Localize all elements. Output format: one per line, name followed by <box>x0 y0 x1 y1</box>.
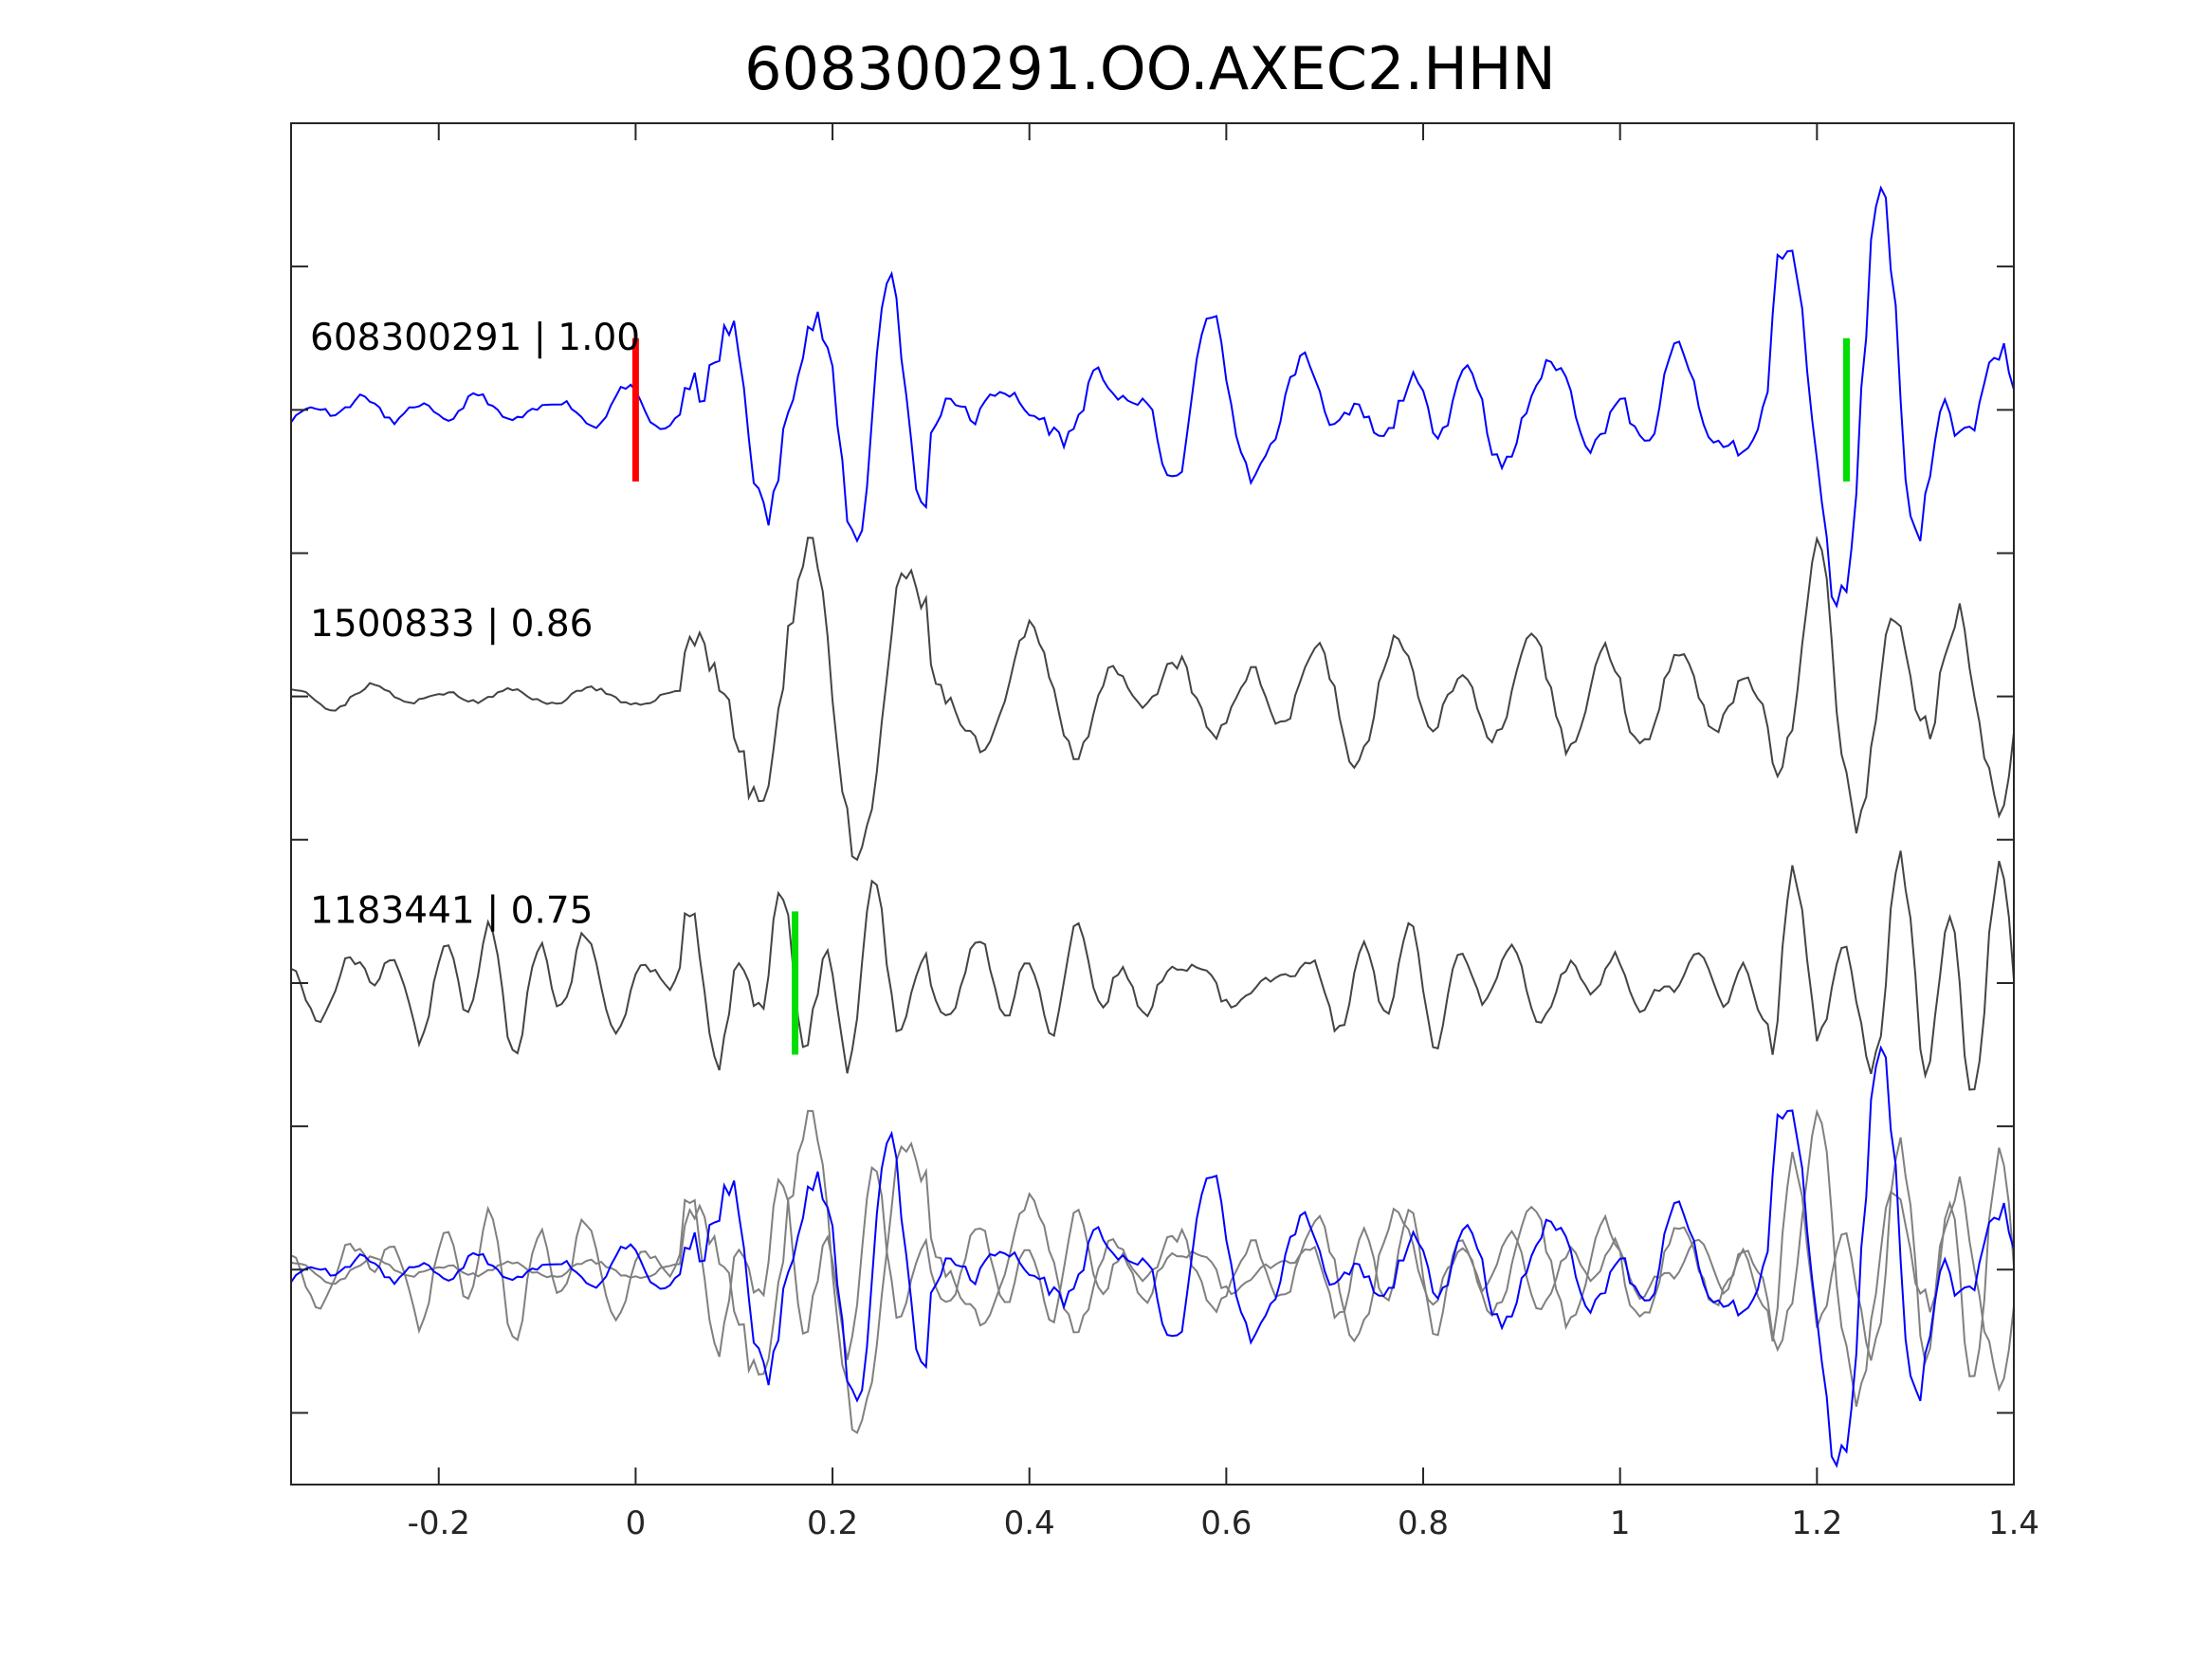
axes: -0.2 0 0.2 0.4 0.6 0.8 1 1.2 1.4 <box>290 122 2039 1542</box>
trace-label: 1500833 | 0.86 <box>310 603 593 646</box>
trace-label: 608300291 | 1.00 <box>310 317 640 359</box>
trace-608300291 <box>290 185 2015 609</box>
trace-label: 1183441 | 0.75 <box>310 889 593 932</box>
x-tick-label: 0.8 <box>1398 1504 1449 1542</box>
x-tick-label: 0.4 <box>1004 1504 1055 1542</box>
overlay-trace-1183441 <box>290 1137 2015 1377</box>
x-tick-label: 1.2 <box>1791 1504 1842 1542</box>
chart-title: 608300291.OO.AXEC2.HHN <box>744 34 1556 103</box>
x-tick-label: 1.4 <box>1988 1504 2039 1542</box>
x-tick-label: 0.6 <box>1200 1504 1252 1542</box>
trace-1500833 <box>290 535 2015 862</box>
plot-frame <box>290 122 2015 1486</box>
x-tick-label: -0.2 <box>408 1504 470 1542</box>
overlay-trace-608300291 <box>290 1045 2015 1468</box>
x-tick-label: 0.2 <box>807 1504 858 1542</box>
trace-1183441 <box>290 850 2015 1091</box>
x-tick-label: 0 <box>626 1504 647 1542</box>
x-tick-label: 1 <box>1610 1504 1631 1542</box>
traces <box>290 185 2015 1468</box>
trace-labels: 608300291 | 1.00 1500833 | 0.86 1183441 | … <box>310 317 640 933</box>
